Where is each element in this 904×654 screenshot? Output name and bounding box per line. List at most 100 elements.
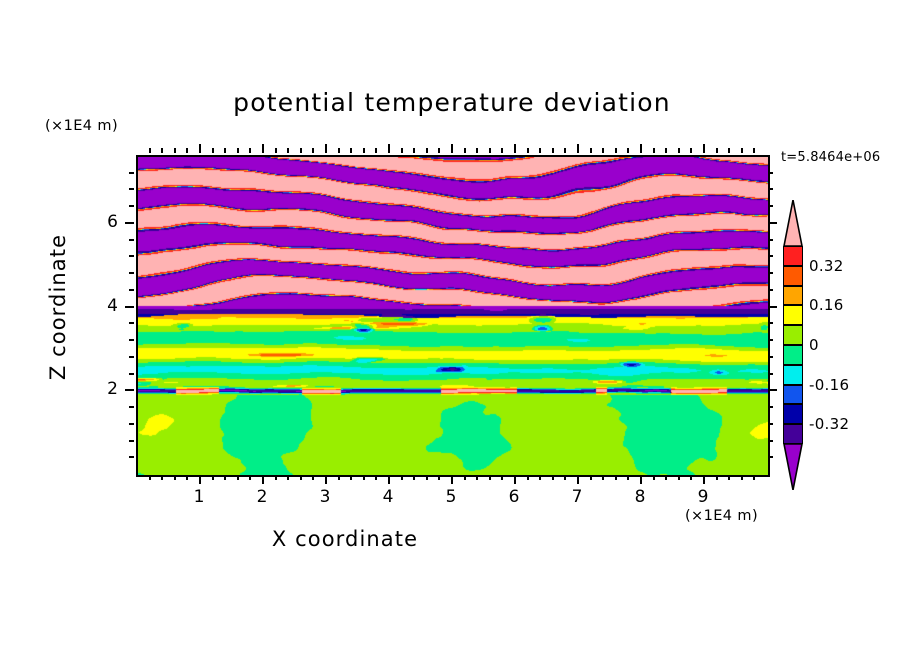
tick-mark (338, 148, 340, 153)
tick-mark (161, 475, 163, 480)
tick-mark (129, 239, 134, 241)
colorbar-under-cap (783, 443, 803, 491)
tick-mark (653, 148, 655, 153)
tick-mark (716, 475, 718, 480)
tick-mark (149, 148, 151, 153)
tick-mark (703, 475, 705, 484)
tick-mark (186, 475, 188, 480)
tick-mark (768, 356, 773, 358)
tick-mark (125, 389, 134, 391)
tick-mark (413, 148, 415, 153)
tick-mark (438, 475, 440, 480)
tick-mark (401, 475, 403, 480)
tick-mark (375, 475, 377, 480)
tick-mark (363, 475, 365, 480)
tick-mark (653, 475, 655, 480)
tick-mark (129, 440, 134, 442)
tick-mark (728, 148, 730, 153)
tick-mark (768, 440, 773, 442)
tick-mark (129, 272, 134, 274)
tick-mark (527, 475, 529, 480)
tick-mark (768, 456, 773, 458)
tick-mark (665, 148, 667, 153)
tick-mark (665, 475, 667, 480)
tick-mark (768, 255, 773, 257)
tick-mark (514, 475, 516, 484)
tick-mark (527, 148, 529, 153)
tick-mark (129, 423, 134, 425)
tick-mark (199, 144, 201, 153)
tick-mark (602, 148, 604, 153)
colorbar-band (783, 424, 803, 444)
colorbar (783, 199, 803, 491)
tick-mark (768, 172, 773, 174)
tick-mark (615, 475, 617, 480)
tick-mark (174, 148, 176, 153)
y-tick-label: 4 (107, 295, 118, 316)
tick-mark (275, 148, 277, 153)
tick-mark (753, 148, 755, 153)
tick-mark (300, 475, 302, 480)
tick-mark (125, 222, 134, 224)
x-axis-unit-label: (×1E4 m) (685, 508, 759, 524)
tick-mark (564, 475, 566, 480)
x-tick-label: 6 (508, 487, 520, 507)
tick-mark (678, 148, 680, 153)
tick-mark (768, 322, 773, 324)
tick-mark (325, 475, 327, 484)
tick-mark (249, 475, 251, 480)
z-axis-unit-label: (×1E4 m) (45, 118, 119, 134)
tick-mark (768, 222, 777, 224)
tick-mark (237, 148, 239, 153)
x-tick-label: 5 (445, 487, 457, 507)
tick-mark (690, 475, 692, 480)
tick-mark (129, 356, 134, 358)
tick-mark (564, 148, 566, 153)
tick-mark (125, 306, 134, 308)
tick-mark (338, 475, 340, 480)
tick-mark (129, 456, 134, 458)
tick-mark (741, 475, 743, 480)
tick-mark (451, 144, 453, 153)
tick-mark (426, 475, 428, 480)
tick-mark (768, 423, 773, 425)
tick-mark (186, 148, 188, 153)
tick-mark (312, 475, 314, 480)
tick-mark (768, 389, 777, 391)
y-tick-label: 2 (107, 379, 118, 400)
tick-mark (539, 475, 541, 480)
colorbar-tick-label: 0.32 (809, 256, 844, 275)
tick-mark (129, 255, 134, 257)
tick-mark (129, 339, 134, 341)
tick-mark (212, 148, 214, 153)
contour-plot-area (136, 155, 770, 477)
tick-mark (768, 239, 773, 241)
tick-mark (552, 148, 554, 153)
tick-mark (590, 475, 592, 480)
tick-mark (224, 148, 226, 153)
tick-mark (300, 148, 302, 153)
tick-mark (464, 148, 466, 153)
x-tick-label: 3 (319, 487, 331, 507)
colorbar-tick-label: -0.32 (809, 415, 850, 434)
tick-mark (501, 148, 503, 153)
tick-mark (768, 373, 773, 375)
colorbar-band (783, 345, 803, 365)
y-tick-label: 6 (107, 211, 118, 232)
x-tick-label: 7 (571, 487, 583, 507)
colorbar-tick-label: 0.16 (809, 296, 844, 315)
tick-mark (768, 205, 773, 207)
tick-mark (129, 188, 134, 190)
colorbar-band (783, 404, 803, 425)
x-tick-label: 4 (382, 487, 394, 507)
tick-mark (627, 475, 629, 480)
x-tick-label: 9 (697, 487, 709, 507)
tick-mark (401, 148, 403, 153)
tick-mark (375, 148, 377, 153)
colorbar-tick-label: -0.16 (809, 375, 850, 394)
tick-mark (161, 148, 163, 153)
tick-mark (768, 306, 777, 308)
tick-mark (577, 475, 579, 484)
tick-mark (768, 272, 773, 274)
